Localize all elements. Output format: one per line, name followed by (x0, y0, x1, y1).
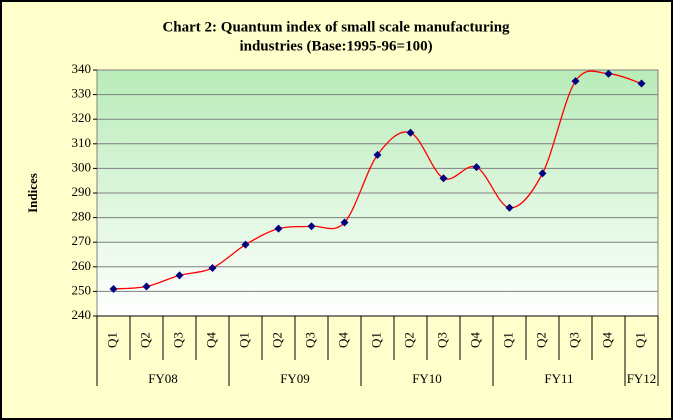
group-label: FY11 (544, 371, 573, 386)
data-point (439, 174, 448, 183)
y-tick-label: 250 (72, 282, 92, 297)
y-tick-label: 320 (72, 110, 92, 125)
x-tick-label: Q4 (467, 332, 482, 348)
data-point (208, 264, 217, 273)
y-tick-label: 300 (72, 159, 92, 174)
y-axis-label: Indices (25, 173, 40, 213)
y-tick-label: 340 (72, 61, 92, 76)
data-point (241, 240, 250, 249)
x-tick-label: Q2 (269, 332, 284, 348)
y-tick-label: 240 (72, 307, 92, 322)
x-tick-label: Q4 (599, 332, 614, 348)
y-tick-label: 290 (72, 184, 92, 199)
y-tick-label: 310 (72, 135, 92, 150)
x-tick-label: Q3 (434, 332, 449, 348)
y-tick-label: 280 (72, 209, 92, 224)
data-point (637, 79, 646, 88)
data-point (604, 69, 613, 78)
x-tick-label: Q4 (335, 332, 350, 348)
y-tick-label: 330 (72, 86, 92, 101)
group-label: FY12 (627, 371, 657, 386)
chart-title: Chart 2: Quantum index of small scale ma… (162, 19, 510, 35)
x-tick-label: Q2 (401, 332, 416, 348)
x-tick-label: Q3 (302, 332, 317, 348)
data-point (142, 282, 151, 291)
x-tick-label: Q1 (236, 332, 251, 348)
data-point (472, 163, 481, 172)
chart-title: industries (Base:1995-96=100) (239, 38, 432, 54)
x-tick-label: Q2 (137, 332, 152, 348)
x-tick-label: Q1 (368, 332, 383, 348)
data-point (175, 271, 184, 280)
data-point (373, 150, 382, 159)
data-point (307, 222, 316, 231)
x-tick-label: Q3 (566, 332, 581, 348)
x-tick-label: Q1 (632, 332, 647, 348)
x-tick-label: Q4 (203, 332, 218, 348)
group-label: FY08 (148, 371, 178, 386)
data-point (571, 77, 580, 86)
data-point (274, 224, 283, 233)
data-point (538, 169, 547, 178)
y-tick-label: 260 (72, 258, 92, 273)
x-tick-label: Q1 (500, 332, 515, 348)
group-label: FY10 (412, 371, 442, 386)
data-point (406, 128, 415, 137)
data-point (505, 203, 514, 212)
data-point (340, 218, 349, 227)
x-tick-label: Q3 (170, 332, 185, 348)
x-tick-label: Q2 (533, 332, 548, 348)
x-tick-label: Q1 (104, 332, 119, 348)
group-label: FY09 (280, 371, 310, 386)
y-tick-label: 270 (72, 233, 92, 248)
data-point (109, 284, 118, 293)
